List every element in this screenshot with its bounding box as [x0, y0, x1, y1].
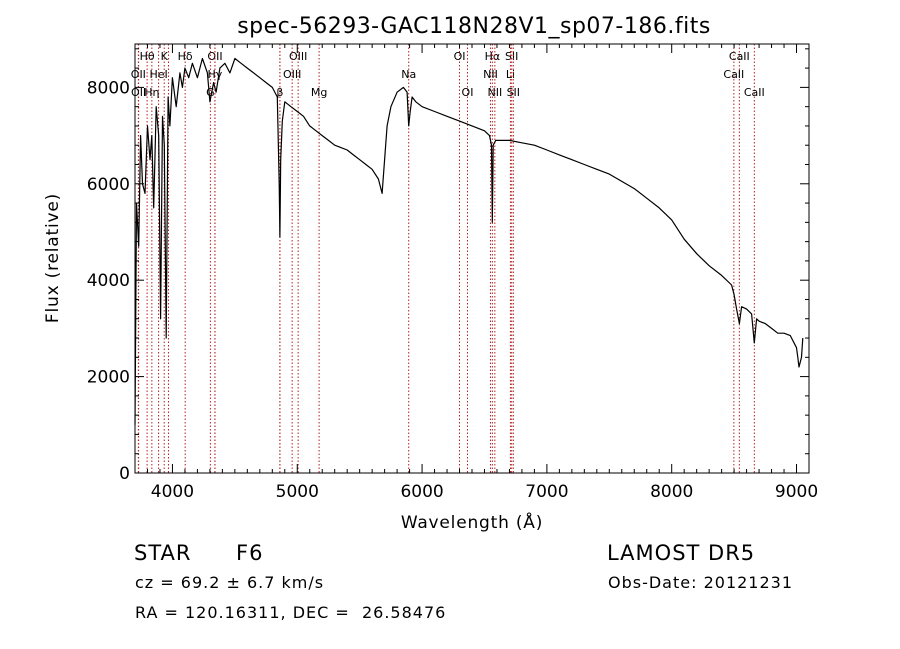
y-axis-label: Flux (relative) — [43, 193, 63, 323]
line-marker-label: SII — [505, 50, 518, 63]
line-marker-label: G — [206, 86, 215, 99]
line-marker-label: OIII — [283, 68, 301, 81]
x-tick-label: 4000 — [151, 482, 194, 502]
line-marker-label: CaII — [729, 50, 750, 63]
line-marker-label: Hη — [144, 86, 159, 99]
x-tick-label: 7000 — [525, 482, 568, 502]
line-marker-label: OII — [207, 50, 222, 63]
plot-frame — [134, 43, 810, 474]
line-marker-label: Hγ — [207, 68, 222, 81]
line-marker-label: OI — [462, 86, 474, 99]
coordinates: RA = 120.16311, DEC = 26.58476 — [135, 603, 447, 622]
x-axis: 4000 5000 6000 7000 8000 9000 — [134, 44, 818, 502]
line-marker-label: Mg — [311, 86, 327, 99]
line-marker-label: K — [161, 50, 169, 63]
line-marker-label: NII — [483, 68, 498, 81]
y-tick-label: 6000 — [87, 175, 130, 195]
line-marker-label: Hθ — [140, 50, 155, 63]
survey-name: LAMOST DR5 — [607, 541, 756, 565]
y-tick-label: 4000 — [87, 271, 130, 291]
line-marker-label: β — [276, 86, 283, 99]
spectrum-series — [134, 57, 804, 425]
spectrum-line — [134, 57, 804, 425]
line-marker-label: NII — [487, 86, 502, 99]
observation-date: Obs-Date: 20121231 — [608, 573, 794, 592]
chart-title: spec-56293-GAC118N28V1_sp07-186.fits — [237, 14, 711, 39]
x-tick-label: 5000 — [276, 482, 319, 502]
line-marker-label: CaII — [723, 68, 744, 81]
object-class: STAR — [134, 541, 192, 565]
y-tick-label: 0 — [119, 464, 130, 484]
object-subclass: F6 — [236, 541, 264, 565]
line-marker-label: Hα — [485, 50, 501, 63]
x-tick-label: 9000 — [775, 482, 818, 502]
x-axis-label: Wavelength (Å) — [401, 511, 543, 533]
line-marker-label: CaII — [744, 86, 765, 99]
line-marker-label: OI — [454, 50, 466, 63]
x-tick-label: 6000 — [400, 482, 443, 502]
redshift-readout: cz = 69.2 ± 6.7 km/s — [135, 573, 325, 592]
line-marker-label: Na — [401, 68, 416, 81]
y-tick-label: 8000 — [87, 78, 130, 98]
line-marker-label: SII — [507, 86, 520, 99]
line-marker-label: HeI — [149, 68, 167, 81]
line-marker-label: OIII — [289, 50, 307, 63]
y-tick-label: 2000 — [87, 368, 130, 388]
line-marker-label: Li — [506, 68, 515, 81]
line-marker-label: Hδ — [178, 50, 193, 63]
y-axis: 0 2000 4000 6000 8000 — [87, 48, 809, 484]
x-tick-label: 8000 — [650, 482, 693, 502]
